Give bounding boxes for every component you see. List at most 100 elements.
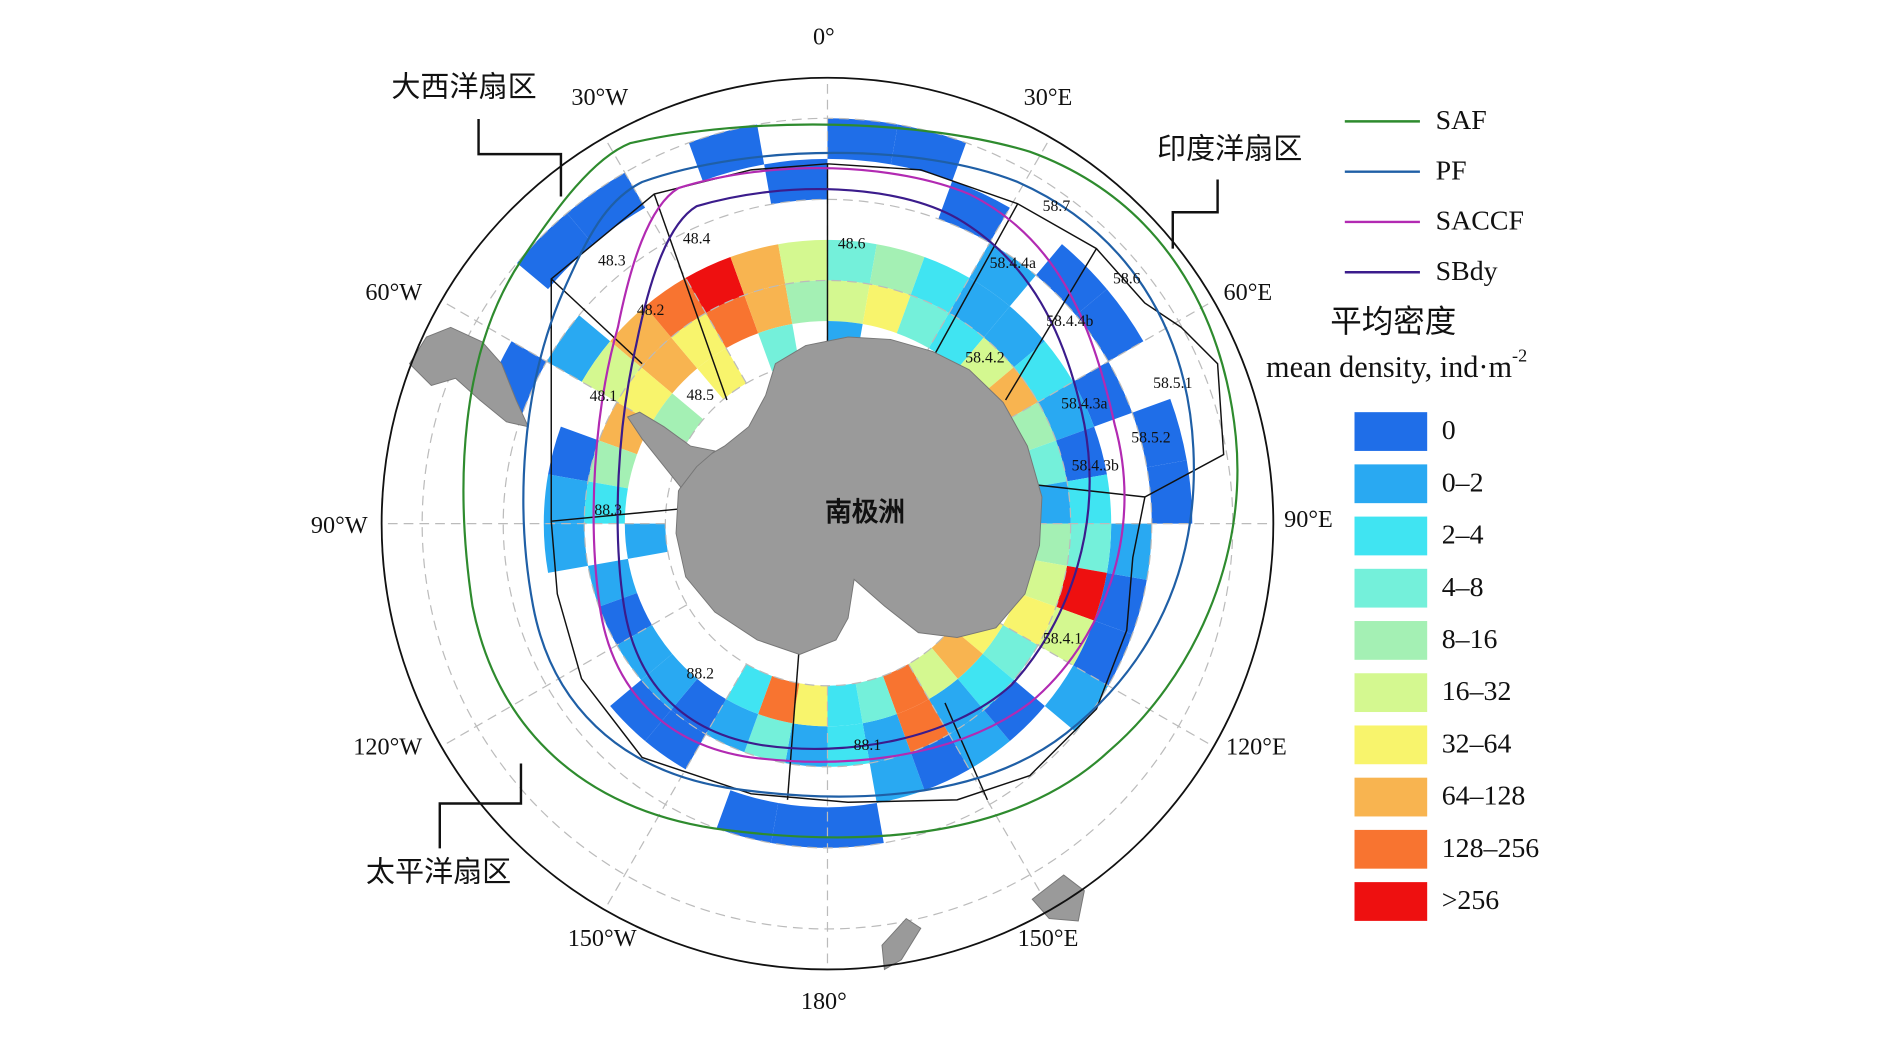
density-cell: [827, 723, 870, 767]
region-label: 58.4.1: [1043, 631, 1082, 648]
density-cell: [581, 341, 642, 403]
density-cell: [1106, 523, 1152, 580]
density-cell: [983, 306, 1045, 368]
density-cell: [1035, 244, 1107, 316]
density-cell: [827, 803, 884, 848]
continent-label: 南极洲: [825, 497, 905, 527]
boundary: [653, 193, 728, 401]
graticule-meridian: [604, 663, 747, 911]
density-cell: [785, 280, 828, 325]
graticule-meridian: [604, 137, 747, 384]
region-label: 58.4.2: [965, 349, 1004, 366]
density-cell: [726, 664, 773, 715]
region-label: 48.4: [683, 231, 711, 248]
density-cell: [651, 393, 704, 443]
region-label: 58.4.4a: [990, 255, 1036, 272]
density-cell: [744, 284, 793, 334]
boundary: [551, 508, 679, 522]
density-cell: [516, 213, 594, 290]
density-cell: [1094, 572, 1147, 635]
sector-label: 印度洋扇区: [1157, 132, 1302, 165]
legend-class-label: 128–256: [1442, 833, 1540, 864]
front-line: [522, 151, 1195, 798]
meridian-label: 120°W: [353, 734, 422, 761]
sector-leader: [1171, 179, 1219, 249]
legend-subtitle-text: mean density, ind·m: [1266, 350, 1512, 384]
density-cell: [827, 280, 870, 325]
density-cell: [969, 242, 1036, 307]
meridian-label: 150°W: [568, 925, 637, 952]
density-cell: [827, 683, 863, 727]
density-cell: [792, 683, 828, 727]
density-cell: [730, 244, 786, 296]
legend: 平均密度 mean density, ind·m-2 SAF PF SACCF SBd…: [1266, 105, 1539, 921]
density-cell: [778, 239, 828, 285]
legend-front-label: SAF: [1436, 105, 1487, 136]
legend-class-label: 16–32: [1442, 676, 1512, 707]
density-cell: [587, 558, 638, 607]
legend-class-label: 0–2: [1442, 467, 1484, 498]
density-cell: [1056, 565, 1107, 621]
front-line: [616, 188, 1091, 750]
legend-class-swatch: [1354, 516, 1428, 556]
front-line: [462, 123, 1239, 839]
density-cell: [771, 803, 828, 848]
density-cell: [624, 523, 668, 559]
density-cell: [785, 723, 828, 767]
density-cell: [641, 653, 698, 710]
graticule-meridian: [967, 604, 1214, 748]
density-cell: [910, 734, 970, 791]
graticule-meridian: [908, 137, 1051, 384]
legend-class-label: 0: [1442, 415, 1456, 446]
legend-front-label: PF: [1436, 155, 1467, 186]
density-cell: [983, 679, 1045, 741]
legend-class-swatch: [1354, 412, 1428, 451]
region-label: 58.6: [1113, 271, 1141, 288]
meridian-label: 60°W: [365, 279, 422, 306]
legend-class-swatch: [1354, 673, 1428, 713]
density-cell: [1146, 460, 1193, 524]
legend-class-swatch: [1354, 621, 1428, 660]
meridian-label: 90°E: [1284, 506, 1333, 533]
legend-front-label: SACCF: [1436, 206, 1524, 237]
density-cell: [1075, 289, 1144, 362]
meridian-label: 0°: [813, 24, 835, 51]
density-cell: [1038, 381, 1095, 441]
density-cell: [1066, 523, 1112, 573]
density-cell: [949, 277, 1010, 338]
legend-class-swatch: [1354, 464, 1428, 504]
meridian-label: 120°E: [1226, 734, 1287, 761]
region-label: 58.7: [1043, 198, 1071, 215]
legend-class-swatch: [1354, 568, 1428, 608]
density-cell: [890, 124, 967, 181]
legend-class-swatch: [1354, 777, 1428, 817]
density-cell: [827, 239, 877, 285]
antarctic-peninsula: [626, 411, 716, 489]
density-cells: [484, 118, 1193, 848]
region-label: 88.1: [854, 737, 882, 754]
boundary: [1004, 248, 1098, 401]
region-label: 88.2: [686, 666, 714, 683]
sector-leader: [438, 763, 523, 849]
boundary: [550, 163, 1225, 804]
density-cell: [982, 624, 1039, 680]
density-cell: [910, 257, 970, 314]
legend-front-label: SBdy: [1436, 256, 1498, 287]
south-america: [408, 326, 530, 428]
boundary: [932, 203, 1019, 358]
region-label: 58.4.3a: [1061, 396, 1107, 413]
graticule-meridian: [908, 663, 1051, 911]
region-label: 48.5: [686, 387, 714, 404]
meridian-label: 180°: [801, 988, 847, 1015]
density-cell: [587, 440, 638, 489]
density-cell: [685, 257, 745, 314]
legend-class-label: 2–4: [1442, 520, 1484, 551]
australia: [1031, 874, 1085, 922]
meridian-label: 90°W: [311, 512, 368, 539]
region-label: 48.1: [590, 388, 618, 405]
density-cell: [1132, 398, 1187, 468]
boundary: [786, 642, 801, 800]
boundary: [944, 702, 989, 801]
